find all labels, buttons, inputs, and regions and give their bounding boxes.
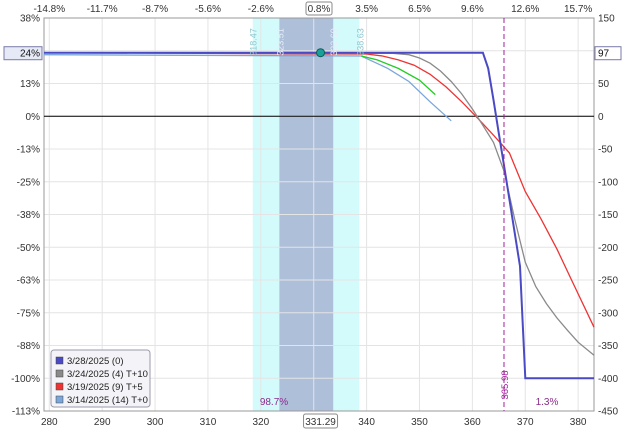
right-tick-label: 50 (598, 79, 610, 90)
plot-border (43, 17, 595, 412)
left-tick-label: -113% (12, 407, 40, 418)
legend-box (50, 349, 151, 408)
legend-entry-label: 3/19/2025 (9) T+5 (67, 382, 143, 393)
right-tick-label: -400 (598, 374, 618, 385)
series-lines (43, 51, 595, 380)
band-label-outer-low: 318.47 (249, 28, 259, 56)
current-position-marker (316, 48, 326, 58)
band-label-outer-high: 338.63 (355, 28, 365, 56)
x-tick-label: 380 (570, 417, 587, 428)
left-tick-label: 13% (20, 79, 40, 90)
right-tick-label: -200 (598, 243, 618, 254)
plot-frame (43, 17, 595, 412)
x-tick-label: 350 (411, 417, 428, 428)
top-pct-tick-label: -14.8% (33, 4, 65, 15)
legend-swatch (55, 395, 64, 404)
top-pct-tick-label: -2.6% (248, 4, 274, 15)
top-pct-tick-label: -5.6% (195, 4, 221, 15)
series-line (43, 52, 595, 328)
current-pnl-box-right (594, 46, 622, 61)
legend-swatch (55, 356, 64, 365)
right-tick-label: 150 (598, 14, 615, 25)
current-price-box (303, 413, 339, 429)
x-tick-label: 280 (41, 417, 58, 428)
series-line (44, 51, 594, 380)
top-pct-tick-label: 15.7% (564, 4, 592, 15)
left-tick-label: -13% (17, 145, 40, 156)
annotations: 365.98 98.7% 1.3% 318.47 323.51 333.69 338.63 (249, 18, 559, 411)
top-pct-tick-label: 3.5% (355, 4, 378, 15)
current-pnl-label: 24% (20, 49, 40, 60)
current-pnl-box-left (3, 46, 43, 61)
top-pct-tick-label: 9.6% (461, 4, 484, 15)
left-tick-label: -50% (17, 243, 40, 254)
current-pct-box (305, 1, 333, 16)
right-tick-label: -450 (598, 407, 618, 418)
band-label-inner-low: 323.51 (275, 28, 285, 56)
probability-right: 1.3% (536, 397, 559, 408)
right-tick-label: -350 (598, 341, 618, 352)
x-tick-label: 340 (358, 417, 375, 428)
legend-swatch (55, 369, 64, 378)
top-pct-tick-label: 0.8% (308, 4, 331, 15)
green-series-segment (361, 55, 436, 96)
x-tick-label: 320 (252, 417, 269, 428)
axis-labels: 280 290 300 310 320 340 350 360 370 380 331.29 -14.… (3, 1, 622, 429)
series-line (43, 52, 595, 356)
legend-entry-label: 3/14/2025 (14) T+0 (67, 395, 148, 406)
breakeven-label: 365.98 (500, 370, 511, 399)
x-tick-label: 360 (464, 417, 481, 428)
current-price-label: 331.29 (305, 417, 336, 428)
top-pct-tick-label: 12.6% (511, 4, 539, 15)
left-tick-label: -38% (17, 210, 40, 221)
right-tick-label: -300 (598, 308, 618, 319)
right-tick-label: -150 (598, 210, 618, 221)
left-tick-label: -63% (17, 276, 40, 287)
legend-swatch (55, 382, 64, 391)
band-label-inner-high: 333.69 (329, 28, 339, 56)
legend-entry-label: 3/28/2025 (0) (67, 356, 124, 367)
probability-left: 98.7% (260, 397, 288, 408)
legend[interactable]: 3/28/2025 (0) 3/24/2025 (4) T+10 3/19/2025… (50, 349, 151, 408)
right-tick-label: -50 (598, 145, 613, 156)
left-tick-label: -100% (11, 374, 40, 385)
top-pct-tick-label: -8.7% (142, 4, 168, 15)
x-tick-label: 310 (200, 417, 217, 428)
x-tick-label: 370 (517, 417, 534, 428)
left-tick-label: -75% (17, 308, 40, 319)
left-tick-label: -25% (17, 177, 40, 188)
right-tick-label: 0 (598, 112, 604, 123)
left-tick-label: 0% (26, 112, 41, 123)
legend-entry-label: 3/24/2025 (4) T+10 (67, 369, 148, 380)
left-tick-label: -88% (17, 341, 40, 352)
top-pct-tick-label: 6.5% (408, 4, 431, 15)
left-tick-label: 38% (20, 14, 40, 25)
x-tick-label: 300 (147, 417, 164, 428)
right-tick-label: -100 (598, 177, 618, 188)
top-pct-tick-label: -11.7% (87, 4, 118, 15)
right-tick-label: -250 (598, 276, 618, 287)
current-pnl-value: 97 (598, 49, 610, 60)
x-tick-label: 290 (94, 417, 111, 428)
